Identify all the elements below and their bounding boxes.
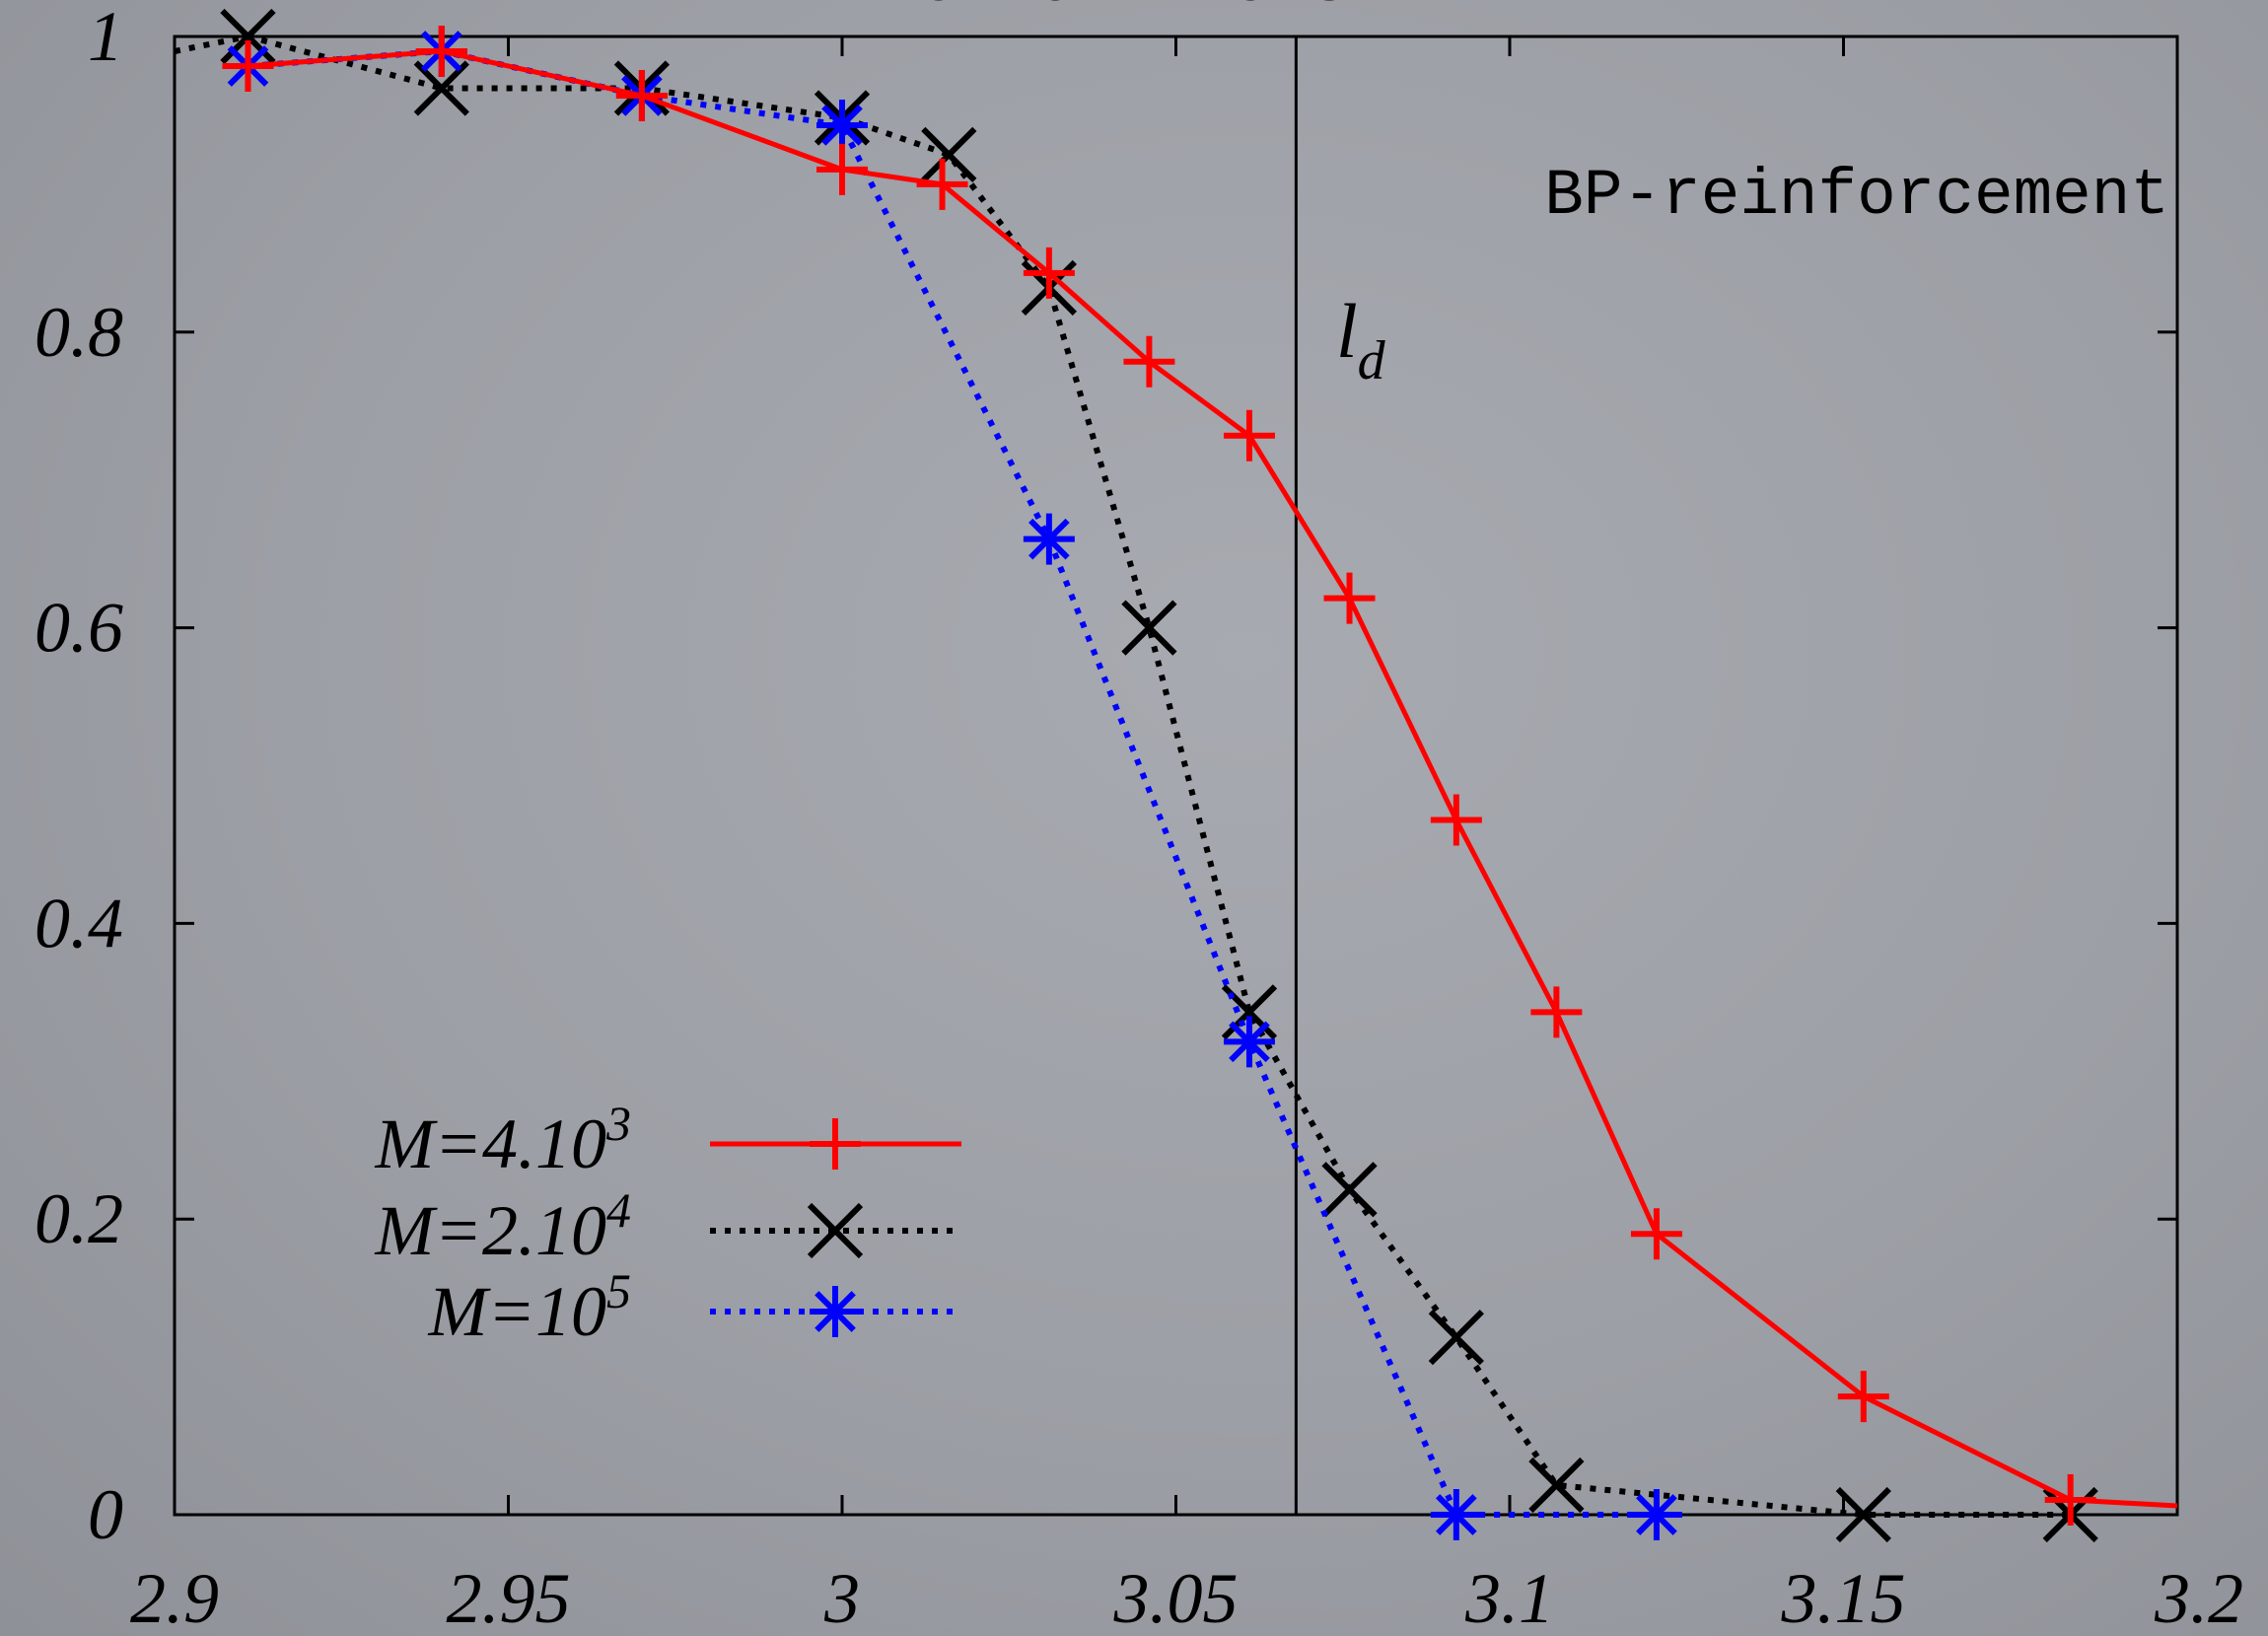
series-0-point-11 xyxy=(1630,1208,1682,1260)
annotation-bp-reinforcement: BP-reinforcement xyxy=(1544,159,2169,233)
series-0-point-12 xyxy=(1837,1371,1889,1423)
legend-label-sup-1: 4 xyxy=(606,1182,631,1238)
series-2-point-5 xyxy=(1223,1016,1275,1068)
legend-label-2: M=105 xyxy=(427,1263,631,1351)
legend-label-main-0: M=4.10 xyxy=(374,1104,606,1183)
series-1-point-10 xyxy=(1428,1309,1484,1366)
threshold-label-sub: d xyxy=(1358,330,1386,391)
series-1-point-9 xyxy=(1321,1162,1378,1218)
series-2-point-7 xyxy=(1630,1489,1682,1540)
legend-marker-2 xyxy=(810,1286,861,1337)
legend-label-sup-0: 3 xyxy=(605,1096,631,1151)
series-0-point-1 xyxy=(415,25,467,77)
legend-marker-1 xyxy=(807,1202,864,1259)
x-tick-label-4: 3.1 xyxy=(1464,1559,1554,1636)
series-line-2 xyxy=(248,47,1657,1518)
y-tick-label-2: 0.4 xyxy=(35,884,123,962)
series-0-point-3 xyxy=(816,143,868,195)
legend-label-main-2: M=10 xyxy=(427,1272,606,1351)
y-tick-label-4: 0.8 xyxy=(35,293,123,372)
x-tick-label-3: 3.05 xyxy=(1113,1559,1239,1636)
series-1-point-5 xyxy=(921,126,977,183)
series-2-point-6 xyxy=(1430,1489,1482,1540)
series-0-point-2 xyxy=(615,69,668,121)
legend-label-1: M=2.104 xyxy=(374,1182,631,1270)
x-tick-label-1: 2.95 xyxy=(447,1559,571,1636)
threshold-label-main: l xyxy=(1336,288,1358,374)
x-tick-label-0: 2.9 xyxy=(130,1559,219,1636)
series-1-point-2 xyxy=(413,60,469,116)
series-0-point-4 xyxy=(916,158,968,210)
y-tick-label-5: 1 xyxy=(88,0,123,76)
x-tick-label-5: 3.15 xyxy=(1781,1559,1906,1636)
threshold-label: ld xyxy=(1336,288,1386,391)
x-tick-label-6: 3.2 xyxy=(2154,1559,2243,1636)
series-0-point-6 xyxy=(1123,335,1175,388)
series-0-point-9 xyxy=(1430,794,1482,846)
series-1-point-1 xyxy=(220,8,276,65)
x-tick-label-2: 3 xyxy=(823,1559,860,1636)
y-tick-label-1: 0.2 xyxy=(35,1179,123,1258)
series-2-point-4 xyxy=(1023,513,1075,565)
series-0-point-8 xyxy=(1323,572,1376,624)
series-2-point-3 xyxy=(816,99,868,151)
legend-marker-0 xyxy=(810,1118,861,1170)
series-1-point-12 xyxy=(1835,1486,1891,1543)
series-1-point-11 xyxy=(1528,1457,1585,1514)
y-tick-label-3: 0.6 xyxy=(35,589,123,668)
series-0-point-10 xyxy=(1530,986,1583,1038)
legend-label-main-1: M=2.10 xyxy=(374,1191,606,1270)
series-0-point-0 xyxy=(222,39,274,92)
series-0-point-5 xyxy=(1023,247,1075,299)
y-tick-label-0: 0 xyxy=(88,1475,123,1554)
chart-title: 1 of 5 in 5-SAT xyxy=(841,0,1427,20)
series-0-point-13 xyxy=(2044,1474,2096,1527)
series-0-point-7 xyxy=(1223,409,1275,462)
legend-label-0: M=4.103 xyxy=(374,1096,631,1183)
legend-label-sup-2: 5 xyxy=(606,1263,631,1318)
plot-frame xyxy=(173,35,2179,1517)
series-1-point-7 xyxy=(1121,600,1177,656)
